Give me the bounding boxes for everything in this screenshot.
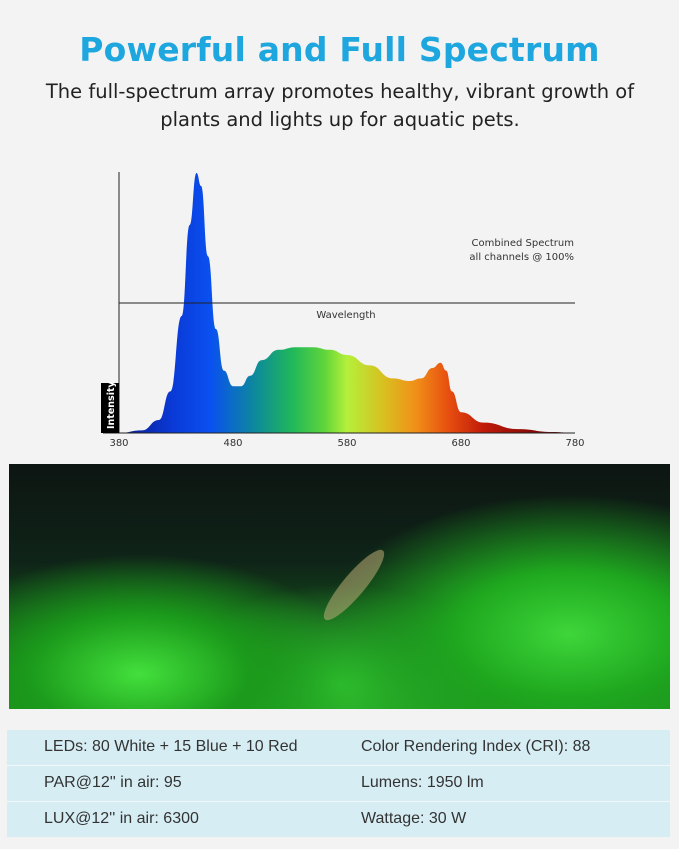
x-tick-label: 580 bbox=[337, 438, 356, 449]
specs-table: LEDs: 80 White + 15 Blue + 10 Red Color … bbox=[7, 730, 670, 837]
spec-leds: LEDs: 80 White + 15 Blue + 10 Red bbox=[44, 738, 298, 755]
page-title: Powerful and Full Spectrum bbox=[79, 30, 600, 69]
spectrum-chart: Wavelength Combined Spectrum all channel… bbox=[101, 172, 585, 449]
spec-lux: LUX@12'' in air: 6300 bbox=[44, 810, 199, 827]
spec-row: LEDs: 80 White + 15 Blue + 10 Red Color … bbox=[7, 730, 670, 766]
spec-par: PAR@12'' in air: 95 bbox=[44, 774, 182, 791]
x-tick-label: 680 bbox=[451, 438, 470, 449]
spec-row: PAR@12'' in air: 95 Lumens: 1950 lm bbox=[7, 766, 670, 802]
annotation-line2: all channels @ 100% bbox=[469, 252, 574, 263]
y-axis-label-bg bbox=[101, 383, 119, 433]
x-tick-label: 380 bbox=[109, 438, 128, 449]
spec-cri: Color Rendering Index (CRI): 88 bbox=[361, 738, 591, 755]
x-tick-label: 480 bbox=[223, 438, 242, 449]
page-subtitle: The full-spectrum array promotes healthy… bbox=[45, 80, 635, 131]
annotation-line1: Combined Spectrum bbox=[472, 238, 574, 249]
spec-wattage: Wattage: 30 W bbox=[361, 810, 467, 827]
x-tick-label: 780 bbox=[565, 438, 584, 449]
spec-row: LUX@12'' in air: 6300 Wattage: 30 W bbox=[7, 802, 670, 837]
shrimp bbox=[316, 543, 392, 627]
aquarium-plants-photo bbox=[9, 464, 670, 709]
spec-lumens: Lumens: 1950 lm bbox=[361, 774, 484, 791]
x-axis-label: Wavelength bbox=[316, 310, 375, 321]
y-axis-label: Intensity bbox=[106, 381, 117, 429]
